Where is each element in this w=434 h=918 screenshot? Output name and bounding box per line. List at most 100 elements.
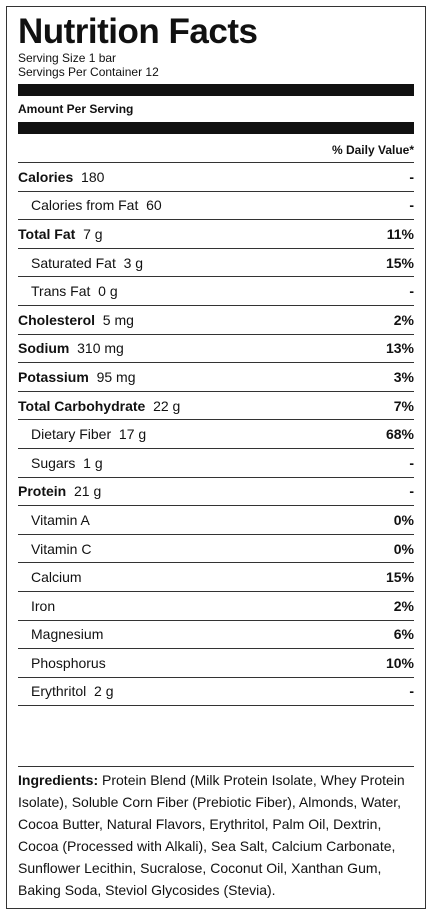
nutrient-row: Calories 180 -: [18, 163, 414, 192]
nutrient-name: Saturated Fat: [31, 254, 116, 271]
daily-value-percent: 13%: [385, 340, 414, 357]
nutrient-label: Cholesterol 5 mg: [18, 312, 134, 328]
daily-value-percent: 2%: [393, 311, 414, 328]
nutrient-name: Sodium: [18, 340, 70, 357]
nutrient-label: Vitamin A: [18, 512, 90, 528]
nutrient-amount: 17 g: [118, 426, 147, 443]
nutrient-name: Trans Fat: [31, 283, 91, 300]
nutrient-label: Protein 21 g: [18, 483, 101, 499]
nutrient-label: Potassium 95 mg: [18, 369, 136, 385]
nutrient-label: Vitamin C: [18, 541, 91, 557]
daily-value-percent: -: [409, 483, 414, 500]
daily-value-percent: -: [409, 197, 414, 214]
nutrient-rows: Calories 180 - Calories from Fat 60 - Total …: [18, 163, 414, 707]
thick-divider: [18, 84, 414, 96]
daily-value-percent: -: [409, 283, 414, 300]
nutrient-name: Vitamin C: [31, 540, 92, 557]
daily-value-header: % Daily Value*: [18, 134, 414, 163]
nutrient-row: Saturated Fat 3 g 15%: [18, 249, 414, 278]
nutrient-name: Erythritol: [31, 683, 87, 700]
nutrient-row: Vitamin A 0%: [18, 506, 414, 535]
nutrient-row: Potassium 95 mg 3%: [18, 363, 414, 392]
nutrient-label: Erythritol 2 g: [18, 683, 113, 699]
nutrition-facts-panel: Nutrition Facts Serving Size 1 bar Servi…: [6, 6, 426, 909]
nutrient-amount: 60: [146, 197, 162, 214]
nutrient-name: Cholesterol: [18, 311, 96, 328]
nutrient-amount: 22 g: [153, 397, 181, 414]
panel-content: Nutrition Facts Serving Size 1 bar Servi…: [18, 7, 414, 901]
nutrient-amount: 180: [81, 168, 105, 185]
amount-per-serving: Amount Per Serving: [18, 102, 134, 116]
nutrient-name: Magnesium: [31, 626, 104, 643]
nutrient-label: Phosphorus: [18, 655, 106, 671]
nutrient-label: Iron: [18, 598, 55, 614]
serving-size: Serving Size 1 bar: [18, 51, 117, 65]
nutrient-row: Cholesterol 5 mg 2%: [18, 306, 414, 335]
nutrient-label: Calories 180: [18, 169, 104, 185]
daily-value-percent: 6%: [393, 626, 414, 643]
daily-value-percent: 68%: [385, 426, 414, 443]
nutrient-label: Trans Fat 0 g: [18, 283, 118, 299]
nutrient-name: Sugars: [31, 454, 76, 471]
nutrient-amount: 7 g: [83, 225, 103, 242]
nutrient-name: Total Carbohydrate: [18, 397, 146, 414]
servings-per-container: Servings Per Container 12: [18, 65, 159, 79]
daily-value-percent: 0%: [393, 511, 414, 528]
nutrient-label: Sugars 1 g: [18, 455, 103, 471]
ingredients: Ingredients: Protein Blend (Milk Protein…: [18, 769, 414, 901]
nutrient-row: Sodium 310 mg 13%: [18, 335, 414, 364]
nutrient-label: Calcium: [18, 569, 82, 585]
daily-value-percent: 7%: [393, 397, 414, 414]
daily-value-percent: 15%: [385, 254, 414, 271]
nutrient-amount: 1 g: [83, 454, 103, 471]
nutrient-name: Calories from Fat: [31, 197, 139, 214]
nutrient-name: Calories: [18, 168, 74, 185]
nutrient-label: Calories from Fat 60: [18, 197, 162, 213]
blank-spacer: [18, 706, 414, 768]
daily-value-percent: 0%: [393, 540, 414, 557]
panel-title: Nutrition Facts: [18, 12, 258, 51]
nutrient-row: Erythritol 2 g -: [18, 678, 414, 707]
nutrient-label: Total Carbohydrate 22 g: [18, 398, 180, 414]
ingredients-label: Ingredients:: [18, 772, 99, 789]
daily-value-percent: -: [409, 168, 414, 185]
nutrient-amount: 0 g: [98, 283, 118, 300]
nutrient-row: Protein 21 g -: [18, 478, 414, 507]
daily-value-percent: -: [409, 683, 414, 700]
nutrient-name: Dietary Fiber: [31, 426, 112, 443]
daily-value-percent: 11%: [386, 225, 414, 242]
nutrient-amount: 95 mg: [96, 368, 136, 385]
nutrient-amount: 5 mg: [102, 311, 134, 328]
nutrient-row: Magnesium 6%: [18, 621, 414, 650]
nutrient-name: Phosphorus: [31, 654, 106, 671]
daily-value-percent: 3%: [393, 368, 414, 385]
nutrient-row: Sugars 1 g -: [18, 449, 414, 478]
daily-value-percent: 10%: [385, 654, 414, 671]
nutrient-row: Iron 2%: [18, 592, 414, 621]
nutrient-amount: 2 g: [94, 683, 114, 700]
nutrient-label: Dietary Fiber 17 g: [18, 426, 146, 442]
nutrient-name: Potassium: [18, 368, 89, 385]
nutrient-name: Calcium: [31, 569, 82, 586]
nutrient-label: Sodium 310 mg: [18, 340, 124, 356]
nutrient-row: Trans Fat 0 g -: [18, 277, 414, 306]
nutrient-label: Saturated Fat 3 g: [18, 255, 143, 271]
nutrient-name: Iron: [31, 597, 56, 614]
daily-value-percent: 2%: [393, 597, 414, 614]
nutrient-label: Total Fat 7 g: [18, 226, 103, 242]
nutrient-name: Total Fat: [18, 225, 76, 242]
nutrient-row: Total Carbohydrate 22 g 7%: [18, 392, 414, 421]
daily-value-percent: -: [409, 454, 414, 471]
ingredients-text: Protein Blend (Milk Protein Isolate, Whe…: [18, 772, 405, 899]
nutrient-label: Magnesium: [18, 626, 103, 642]
nutrient-amount: 310 mg: [77, 340, 124, 357]
nutrient-row: Dietary Fiber 17 g 68%: [18, 420, 414, 449]
nutrient-amount: 21 g: [74, 483, 102, 500]
thick-divider: [18, 122, 414, 134]
nutrient-row: Total Fat 7 g 11%: [18, 220, 414, 249]
nutrient-amount: 3 g: [123, 254, 144, 271]
nutrient-row: Calories from Fat 60 -: [18, 192, 414, 221]
nutrient-name: Vitamin A: [31, 511, 90, 528]
nutrient-row: Phosphorus 10%: [18, 649, 414, 678]
daily-value-percent: 15%: [385, 569, 414, 586]
